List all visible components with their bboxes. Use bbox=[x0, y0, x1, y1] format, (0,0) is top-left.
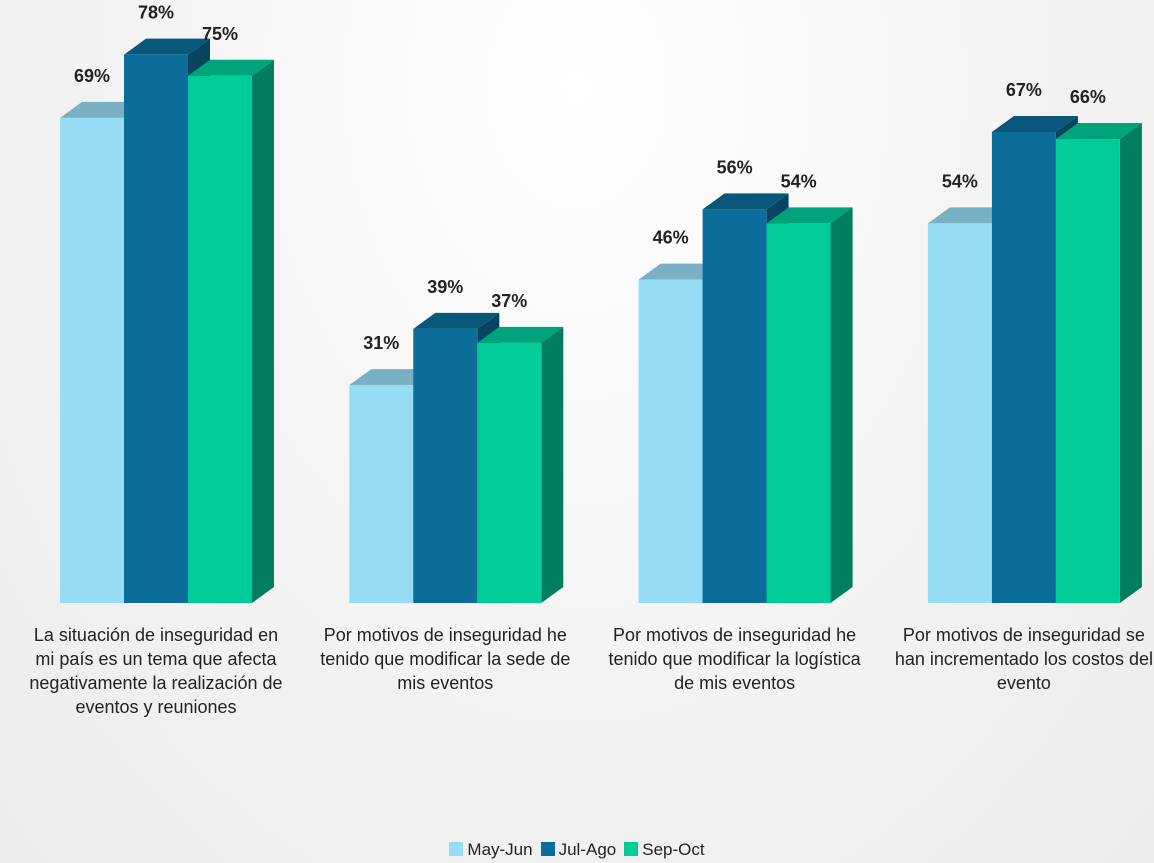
legend-swatch bbox=[540, 842, 555, 856]
bar-top bbox=[991, 115, 1078, 132]
value-label: 66% bbox=[1070, 87, 1106, 107]
legend-item: Jul-Ago bbox=[540, 840, 617, 860]
legend-text: Sep-Oct bbox=[642, 840, 705, 859]
legend-item: May-Jun bbox=[449, 840, 533, 860]
bar bbox=[349, 385, 414, 603]
bar-top bbox=[124, 38, 210, 55]
legend-swatch bbox=[449, 842, 464, 856]
legend-swatch bbox=[624, 842, 639, 856]
bar-top bbox=[413, 312, 500, 329]
value-label: 54% bbox=[781, 171, 817, 191]
legend-text: Jul-Ago bbox=[558, 840, 617, 859]
category-label: Por motivos de inseguridad se han increm… bbox=[894, 625, 1153, 693]
value-label: 46% bbox=[653, 228, 689, 248]
legend-item: Sep-Oct bbox=[624, 840, 705, 860]
bar bbox=[991, 131, 1056, 604]
category-label: Por motivos de inseguridad he tenido que… bbox=[320, 625, 571, 693]
bar bbox=[477, 342, 542, 603]
legend: May-Jun Jul-Ago Sep-Oct bbox=[0, 840, 1154, 860]
value-label: 39% bbox=[427, 277, 463, 297]
bar-top bbox=[766, 207, 853, 224]
bar-side bbox=[541, 326, 564, 603]
bar-top bbox=[188, 59, 274, 76]
value-label: 67% bbox=[1006, 80, 1042, 100]
bar bbox=[702, 209, 767, 603]
bar bbox=[413, 328, 478, 603]
bar bbox=[124, 54, 188, 604]
bar bbox=[1055, 139, 1120, 603]
bar bbox=[638, 279, 703, 603]
bar-side bbox=[252, 59, 274, 603]
value-label: 69% bbox=[74, 66, 110, 86]
category-label: Por motivos de inseguridad he tenido que… bbox=[608, 625, 861, 693]
bar-top bbox=[1055, 123, 1142, 140]
bar bbox=[927, 223, 992, 603]
bar-side bbox=[1119, 123, 1142, 604]
bar bbox=[60, 117, 124, 604]
value-label: 37% bbox=[491, 291, 527, 311]
value-label: 54% bbox=[942, 171, 978, 191]
bar-side bbox=[830, 207, 853, 603]
bar bbox=[766, 223, 831, 603]
value-label: 56% bbox=[717, 157, 753, 177]
value-label: 78% bbox=[138, 3, 174, 23]
category-label: La situación de inseguridad en mi país e… bbox=[29, 625, 283, 717]
bar bbox=[188, 75, 252, 603]
value-label: 75% bbox=[202, 24, 238, 44]
bar-top bbox=[702, 193, 789, 210]
bar-top bbox=[477, 326, 564, 343]
value-label: 31% bbox=[363, 333, 399, 353]
legend-text: May-Jun bbox=[467, 840, 533, 859]
